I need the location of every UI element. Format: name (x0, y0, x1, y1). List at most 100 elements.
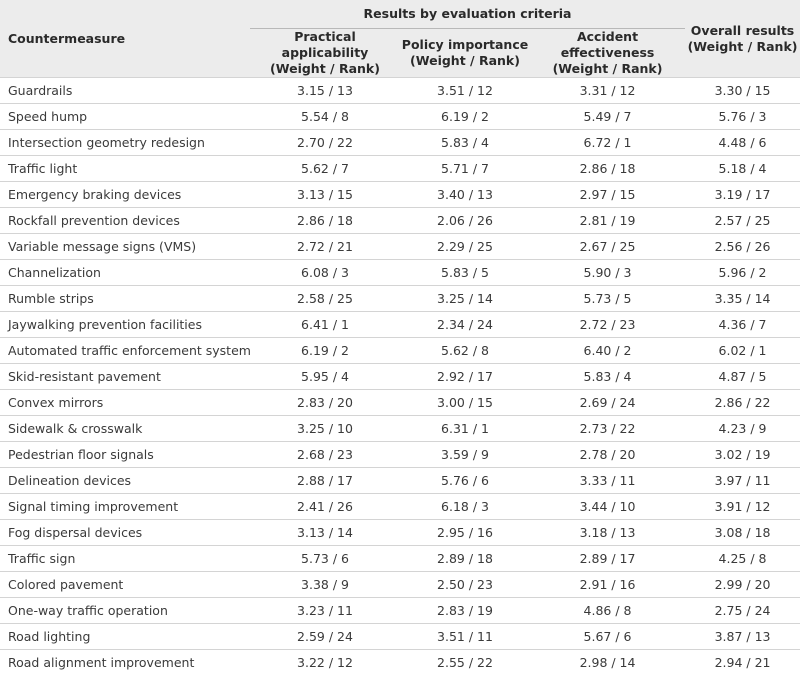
value-cell: 5.18 / 4 (685, 155, 800, 182)
table-row: Fog dispersal devices 3.13 / 14 2.95 / 16 3… (0, 519, 800, 546)
value-cell: 3.30 / 15 (685, 77, 800, 104)
value-cell: 5.83 / 4 (530, 363, 686, 390)
value-cell: 2.91 / 16 (530, 571, 686, 598)
value-cell: 2.75 / 24 (685, 597, 800, 624)
value-cell: 5.90 / 3 (530, 259, 686, 286)
value-cell: 2.72 / 23 (530, 311, 686, 338)
value-cell: 2.73 / 22 (530, 415, 686, 442)
value-cell: 6.31 / 1 (400, 415, 530, 442)
value-cell: 3.00 / 15 (400, 389, 530, 416)
value-cell: 6.08 / 3 (250, 259, 400, 286)
countermeasure-cell: Road alignment improvement (0, 649, 250, 674)
value-cell: 3.02 / 19 (685, 441, 800, 468)
value-cell: 2.95 / 16 (400, 519, 530, 546)
table-row: Variable message signs (VMS) 2.72 / 21 2.2… (0, 233, 800, 260)
value-cell: 4.23 / 9 (685, 415, 800, 442)
value-cell: 3.59 / 9 (400, 441, 530, 468)
value-cell: 2.72 / 21 (250, 233, 400, 260)
value-cell: 3.25 / 14 (400, 285, 530, 312)
table-row: Automated traffic enforcement system 6.19… (0, 337, 800, 364)
value-cell: 5.62 / 8 (400, 337, 530, 364)
table-row: Emergency braking devices 3.13 / 15 3.40 /… (0, 181, 800, 208)
value-cell: 2.89 / 18 (400, 545, 530, 572)
countermeasure-cell: Skid-resistant pavement (0, 363, 250, 390)
value-cell: 2.89 / 17 (530, 545, 686, 572)
value-cell: 4.87 / 5 (685, 363, 800, 390)
value-cell: 5.73 / 5 (530, 285, 686, 312)
value-cell: 3.08 / 18 (685, 519, 800, 546)
value-cell: 6.02 / 1 (685, 337, 800, 364)
value-cell: 3.97 / 11 (685, 467, 800, 494)
value-cell: 2.56 / 26 (685, 233, 800, 260)
value-cell: 3.40 / 13 (400, 181, 530, 208)
value-cell: 3.23 / 11 (250, 597, 400, 624)
value-cell: 2.58 / 25 (250, 285, 400, 312)
value-cell: 4.36 / 7 (685, 311, 800, 338)
column-header: Policy importance (Weight / Rank) (400, 28, 530, 78)
countermeasure-cell: Jaywalking prevention facilities (0, 311, 250, 338)
table-row: Road alignment improvement 3.22 / 12 2.55 … (0, 649, 800, 674)
value-cell: 3.19 / 17 (685, 181, 800, 208)
value-cell: 5.49 / 7 (530, 103, 686, 130)
value-cell: 2.69 / 24 (530, 389, 686, 416)
value-cell: 2.88 / 17 (250, 467, 400, 494)
value-cell: 3.51 / 11 (400, 623, 530, 650)
countermeasure-cell: Rumble strips (0, 285, 250, 312)
value-cell: 5.71 / 7 (400, 155, 530, 182)
value-cell: 2.68 / 23 (250, 441, 400, 468)
table-body: Guardrails 3.15 / 13 3.51 / 12 3.31 / 12 3.3… (0, 77, 800, 674)
value-cell: 3.15 / 13 (250, 77, 400, 104)
value-cell: 2.59 / 24 (250, 623, 400, 650)
countermeasure-cell: Variable message signs (VMS) (0, 233, 250, 260)
table-row: Traffic sign 5.73 / 6 2.89 / 18 2.89 / 17 4.… (0, 545, 800, 572)
countermeasure-cell: Sidewalk & crosswalk (0, 415, 250, 442)
table-row: Delineation devices 2.88 / 17 5.76 / 6 3.33… (0, 467, 800, 494)
column-header: Practical applicability (Weight / Rank) (250, 28, 400, 78)
countermeasure-cell: Road lighting (0, 623, 250, 650)
value-cell: 2.70 / 22 (250, 129, 400, 156)
countermeasure-cell: Pedestrian floor signals (0, 441, 250, 468)
value-cell: 5.73 / 6 (250, 545, 400, 572)
value-cell: 6.40 / 2 (530, 337, 686, 364)
value-cell: 2.34 / 24 (400, 311, 530, 338)
table-row: Pedestrian floor signals 2.68 / 23 3.59 / … (0, 441, 800, 468)
value-cell: 3.18 / 13 (530, 519, 686, 546)
value-cell: 2.86 / 18 (250, 207, 400, 234)
table-row: Speed hump 5.54 / 8 6.19 / 2 5.49 / 7 5.76 /… (0, 103, 800, 130)
value-cell: 5.96 / 2 (685, 259, 800, 286)
value-cell: 3.44 / 10 (530, 493, 686, 520)
value-cell: 2.99 / 20 (685, 571, 800, 598)
table-row: Guardrails 3.15 / 13 3.51 / 12 3.31 / 12 3.3… (0, 77, 800, 104)
value-cell: 3.25 / 10 (250, 415, 400, 442)
value-cell: 3.38 / 9 (250, 571, 400, 598)
countermeasure-cell: Traffic sign (0, 545, 250, 572)
value-cell: 3.13 / 14 (250, 519, 400, 546)
value-cell: 5.76 / 6 (400, 467, 530, 494)
value-cell: 5.54 / 8 (250, 103, 400, 130)
countermeasure-cell: Delineation devices (0, 467, 250, 494)
table-row: Signal timing improvement 2.41 / 26 6.18 /… (0, 493, 800, 520)
value-cell: 2.94 / 21 (685, 649, 800, 674)
value-cell: 3.33 / 11 (530, 467, 686, 494)
value-cell: 3.87 / 13 (685, 623, 800, 650)
group-header: Results by evaluation criteria (250, 0, 686, 29)
value-cell: 6.41 / 1 (250, 311, 400, 338)
value-cell: 2.57 / 25 (685, 207, 800, 234)
column-header: Countermeasure (0, 0, 250, 78)
value-cell: 4.86 / 8 (530, 597, 686, 624)
countermeasure-cell: Speed hump (0, 103, 250, 130)
value-cell: 2.97 / 15 (530, 181, 686, 208)
countermeasure-cell: Colored pavement (0, 571, 250, 598)
value-cell: 5.95 / 4 (250, 363, 400, 390)
value-cell: 2.81 / 19 (530, 207, 686, 234)
table-row: Channelization 6.08 / 3 5.83 / 5 5.90 / 3 5.… (0, 259, 800, 286)
value-cell: 6.72 / 1 (530, 129, 686, 156)
countermeasure-cell: One-way traffic operation (0, 597, 250, 624)
table-row: Convex mirrors 2.83 / 20 3.00 / 15 2.69 / 2… (0, 389, 800, 416)
value-cell: 2.41 / 26 (250, 493, 400, 520)
table-row: Rockfall prevention devices 2.86 / 18 2.06… (0, 207, 800, 234)
